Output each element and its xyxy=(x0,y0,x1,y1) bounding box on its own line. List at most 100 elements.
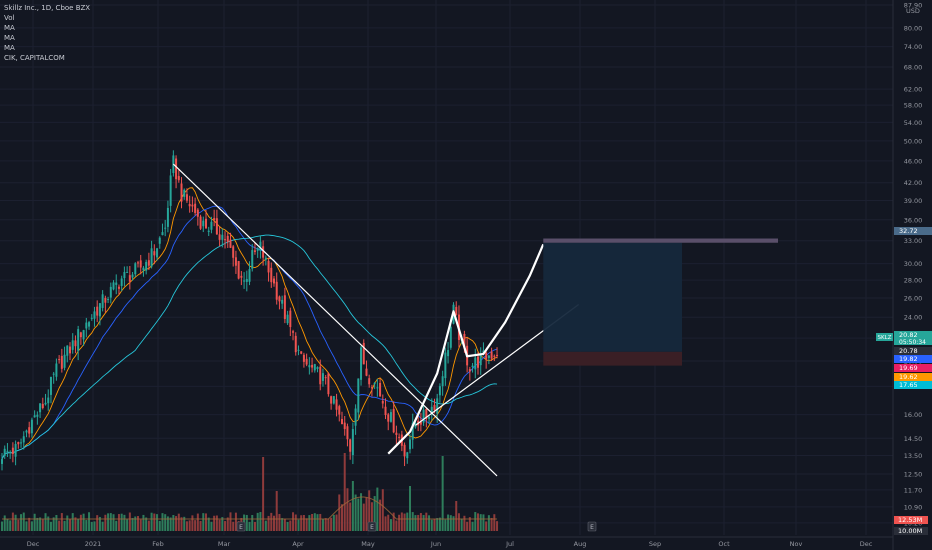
volume-bar xyxy=(351,481,354,531)
volume-bar xyxy=(259,512,262,531)
volume-bar xyxy=(161,513,164,531)
candle-body xyxy=(387,414,390,422)
volume-bar xyxy=(474,512,477,531)
price-tick-label: 42.00 xyxy=(904,179,923,187)
symbol-badge xyxy=(876,333,893,341)
volume-bar xyxy=(262,457,265,531)
volume-bar xyxy=(6,519,9,531)
candle-body xyxy=(137,262,139,264)
candle-body xyxy=(188,204,191,207)
price-badge-label: 19.82 xyxy=(899,355,918,363)
volume-bar xyxy=(297,519,300,531)
candle-body xyxy=(471,365,474,368)
position-loss-zone xyxy=(543,351,682,366)
legend-title[interactable]: Skillz Inc., 1D, Cboe BZX xyxy=(4,4,91,12)
candle-body xyxy=(370,387,373,389)
volume-bar xyxy=(131,518,134,531)
volume-bar xyxy=(120,513,123,531)
candle-body xyxy=(251,250,254,269)
volume-bar xyxy=(1,521,3,531)
candle-body xyxy=(161,232,164,236)
volume-bar xyxy=(468,517,471,531)
candle-body xyxy=(436,398,439,414)
volume-bar xyxy=(55,514,58,531)
candle-body xyxy=(419,421,422,425)
volume-bar xyxy=(147,520,150,531)
candle-body xyxy=(243,280,246,282)
volume-bar xyxy=(69,519,71,531)
volume-bar xyxy=(278,513,281,531)
volume-bar xyxy=(346,488,349,531)
earnings-marker-label: E xyxy=(239,524,243,531)
volume-bar xyxy=(60,513,63,531)
legend-ma1[interactable]: MA xyxy=(4,24,15,32)
price-badge xyxy=(894,347,932,355)
price-tick-label: 10.90 xyxy=(904,503,923,511)
candle-body xyxy=(422,409,425,423)
candle-body xyxy=(433,405,436,411)
volume-bar xyxy=(221,517,224,531)
legend-vol[interactable]: Vol xyxy=(4,14,15,22)
price-tick-label: 33.00 xyxy=(904,237,923,245)
volume-badge-label: 10.00M xyxy=(898,527,922,535)
volume-bar xyxy=(267,515,270,531)
volume-bar xyxy=(400,512,403,531)
candle-body xyxy=(403,444,406,457)
time-axis-label: Dec xyxy=(27,540,40,548)
price-badge-label: 19.62 xyxy=(899,373,918,381)
candle-body xyxy=(11,447,14,455)
candle-body xyxy=(379,382,382,397)
price-badge-label: 32.72 xyxy=(899,227,918,235)
volume-bar xyxy=(319,513,322,531)
volume-bar xyxy=(365,497,368,531)
volume-bar xyxy=(292,512,295,531)
legend-cik[interactable]: CIK, CAPITALCOM xyxy=(4,54,65,62)
candle-body xyxy=(302,354,305,362)
volume-bar xyxy=(414,515,417,531)
volume-bar xyxy=(332,514,335,531)
price-tick-label: 26.00 xyxy=(904,294,923,302)
price-badge xyxy=(894,227,932,235)
moving-average-20 xyxy=(1,205,498,460)
candle-body xyxy=(6,450,9,452)
candle-body xyxy=(463,333,466,349)
price-badge xyxy=(894,364,932,372)
volume-bar xyxy=(90,521,93,531)
price-tick-label: 16.00 xyxy=(904,411,923,419)
candle-body xyxy=(438,386,441,396)
legend-ma2[interactable]: MA xyxy=(4,34,15,42)
candle-body xyxy=(88,322,91,327)
candle-body xyxy=(292,331,295,333)
volume-bar xyxy=(104,514,107,531)
candle-body xyxy=(253,250,256,252)
candle-body xyxy=(175,158,178,180)
candle-body xyxy=(41,403,44,409)
candle-body xyxy=(224,239,227,241)
price-tick-label: 36.00 xyxy=(904,216,923,224)
legend-ma3[interactable]: MA xyxy=(4,44,15,52)
candle-body xyxy=(9,451,12,453)
price-tick-label: 50.00 xyxy=(904,137,923,145)
volume-bar xyxy=(417,514,420,531)
candle-body xyxy=(177,176,180,181)
volume-bar xyxy=(362,503,365,531)
candle-body xyxy=(468,369,471,372)
candle-body xyxy=(485,352,488,360)
volume-bar xyxy=(205,513,207,531)
earnings-marker xyxy=(367,521,377,532)
volume-badge-label: 12.53M xyxy=(898,516,922,524)
volume-bar xyxy=(112,514,115,531)
volume-bar xyxy=(349,502,352,531)
candle-body xyxy=(183,189,186,197)
volume-bar xyxy=(20,514,23,531)
volume-bar xyxy=(224,521,227,531)
volume-bar xyxy=(428,515,431,531)
candle-body xyxy=(300,351,303,354)
candle-body xyxy=(308,365,311,368)
volume-bar xyxy=(308,515,311,531)
volume-bar xyxy=(438,517,441,531)
volume-bar xyxy=(82,513,85,531)
candle-body xyxy=(30,419,33,434)
